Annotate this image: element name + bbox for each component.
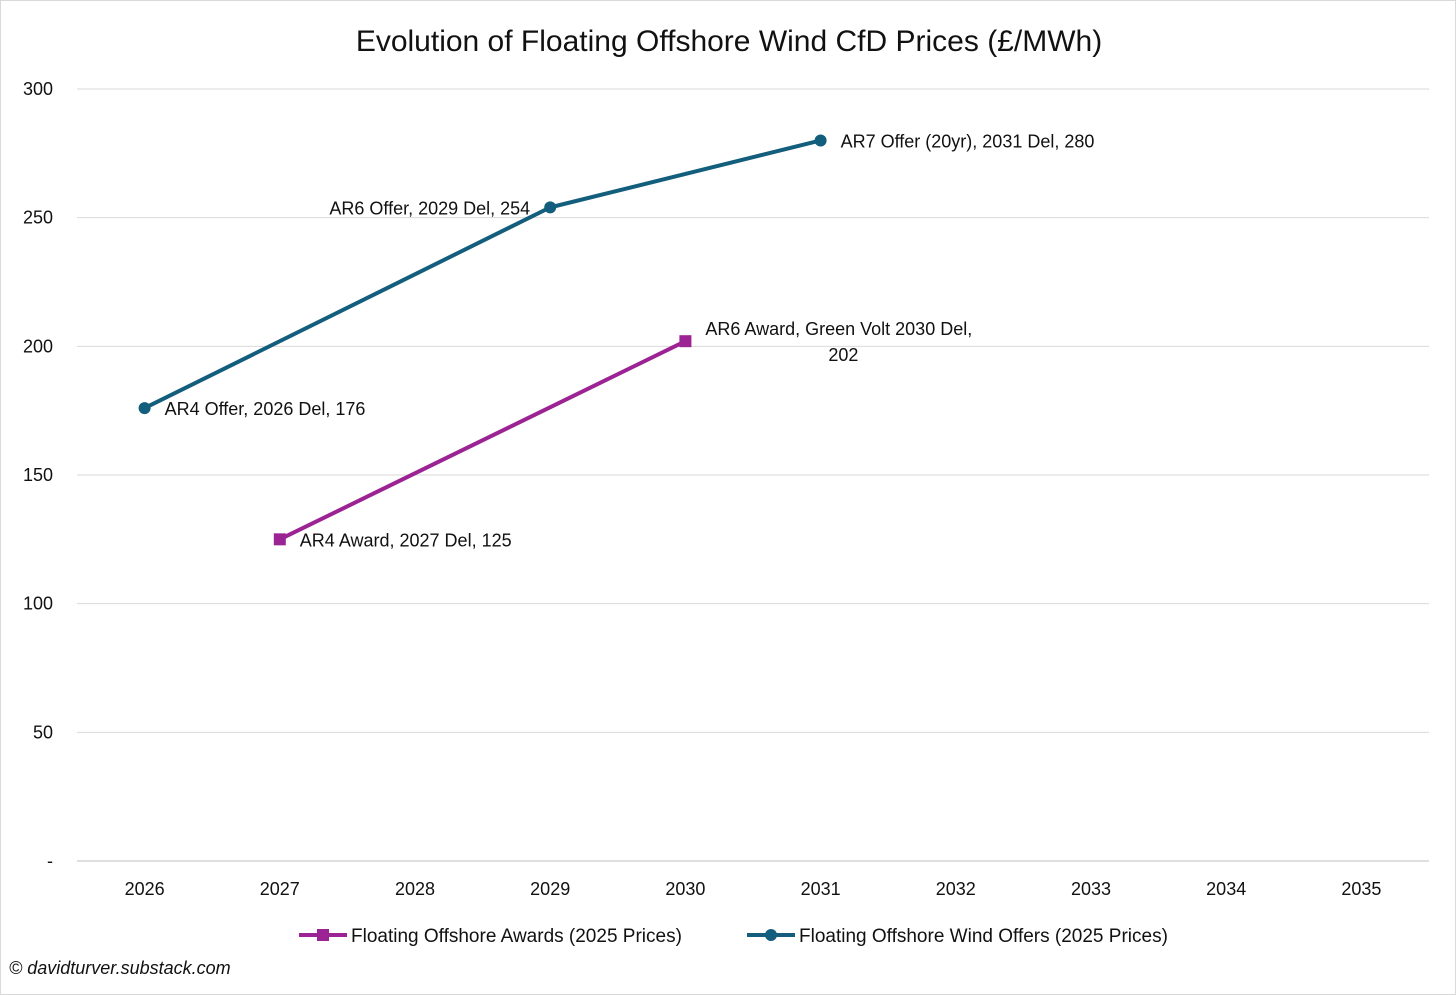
y-tick-label: 50 xyxy=(33,722,53,742)
y-tick-label: 300 xyxy=(23,79,53,99)
data-label: 202 xyxy=(828,345,858,365)
legend-label: Floating Offshore Awards (2025 Prices) xyxy=(351,926,682,947)
x-tick-label: 2034 xyxy=(1206,879,1246,899)
legend-swatch-marker xyxy=(317,929,329,941)
legend: Floating Offshore Awards (2025 Prices) Fl… xyxy=(299,926,1168,947)
gridlines xyxy=(77,88,1429,862)
x-tick-label: 2027 xyxy=(260,879,300,899)
y-tick-label: 250 xyxy=(23,208,53,228)
y-axis-ticks: - 50 100 150 200 250 300 xyxy=(23,79,53,871)
y-tick-label: 150 xyxy=(23,465,53,485)
data-labels: AR4 Award, 2027 Del, 125 AR6 Award, Green… xyxy=(165,131,1095,550)
series-layer xyxy=(138,134,827,546)
x-tick-label: 2028 xyxy=(395,879,435,899)
copyright-text: © davidturver.substack.com xyxy=(9,958,231,978)
data-point-marker xyxy=(138,402,151,415)
chart-title: Evolution of Floating Offshore Wind CfD … xyxy=(356,25,1102,58)
x-tick-label: 2026 xyxy=(125,879,165,899)
legend-label: Floating Offshore Wind Offers (2025 Pric… xyxy=(799,926,1168,947)
data-label: AR6 Award, Green Volt 2030 Del, xyxy=(705,319,972,339)
y-tick-label: - xyxy=(47,851,53,871)
x-tick-label: 2030 xyxy=(665,879,705,899)
x-tick-label: 2033 xyxy=(1071,879,1111,899)
series-line xyxy=(278,339,687,542)
data-point-marker xyxy=(544,201,557,214)
data-label: AR4 Offer, 2026 Del, 176 xyxy=(165,399,366,419)
y-tick-label: 200 xyxy=(23,336,53,356)
legend-swatch-marker xyxy=(765,929,777,941)
x-tick-label: 2032 xyxy=(936,879,976,899)
data-label: AR6 Offer, 2029 Del, 254 xyxy=(329,198,530,218)
data-point-marker xyxy=(273,533,286,546)
data-point-marker xyxy=(814,134,827,147)
y-tick-label: 100 xyxy=(23,594,53,614)
data-label: AR4 Award, 2027 Del, 125 xyxy=(300,530,512,550)
series-line xyxy=(143,138,822,410)
data-label: AR7 Offer (20yr), 2031 Del, 280 xyxy=(841,131,1095,151)
x-tick-label: 2031 xyxy=(801,879,841,899)
data-point-marker xyxy=(679,335,692,348)
x-axis-ticks: 2026 2027 2028 2029 2030 2031 2032 2033 2034 2035 xyxy=(125,879,1382,899)
x-tick-label: 2029 xyxy=(530,879,570,899)
x-tick-label: 2035 xyxy=(1341,879,1381,899)
